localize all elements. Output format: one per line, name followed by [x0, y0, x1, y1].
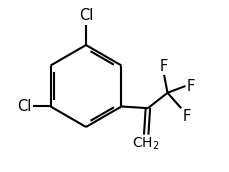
- Text: F: F: [186, 78, 194, 94]
- Text: CH$_2$: CH$_2$: [132, 136, 159, 152]
- Text: F: F: [182, 109, 190, 124]
- Text: Cl: Cl: [79, 8, 93, 23]
- Text: F: F: [159, 58, 167, 74]
- Text: Cl: Cl: [17, 99, 31, 114]
